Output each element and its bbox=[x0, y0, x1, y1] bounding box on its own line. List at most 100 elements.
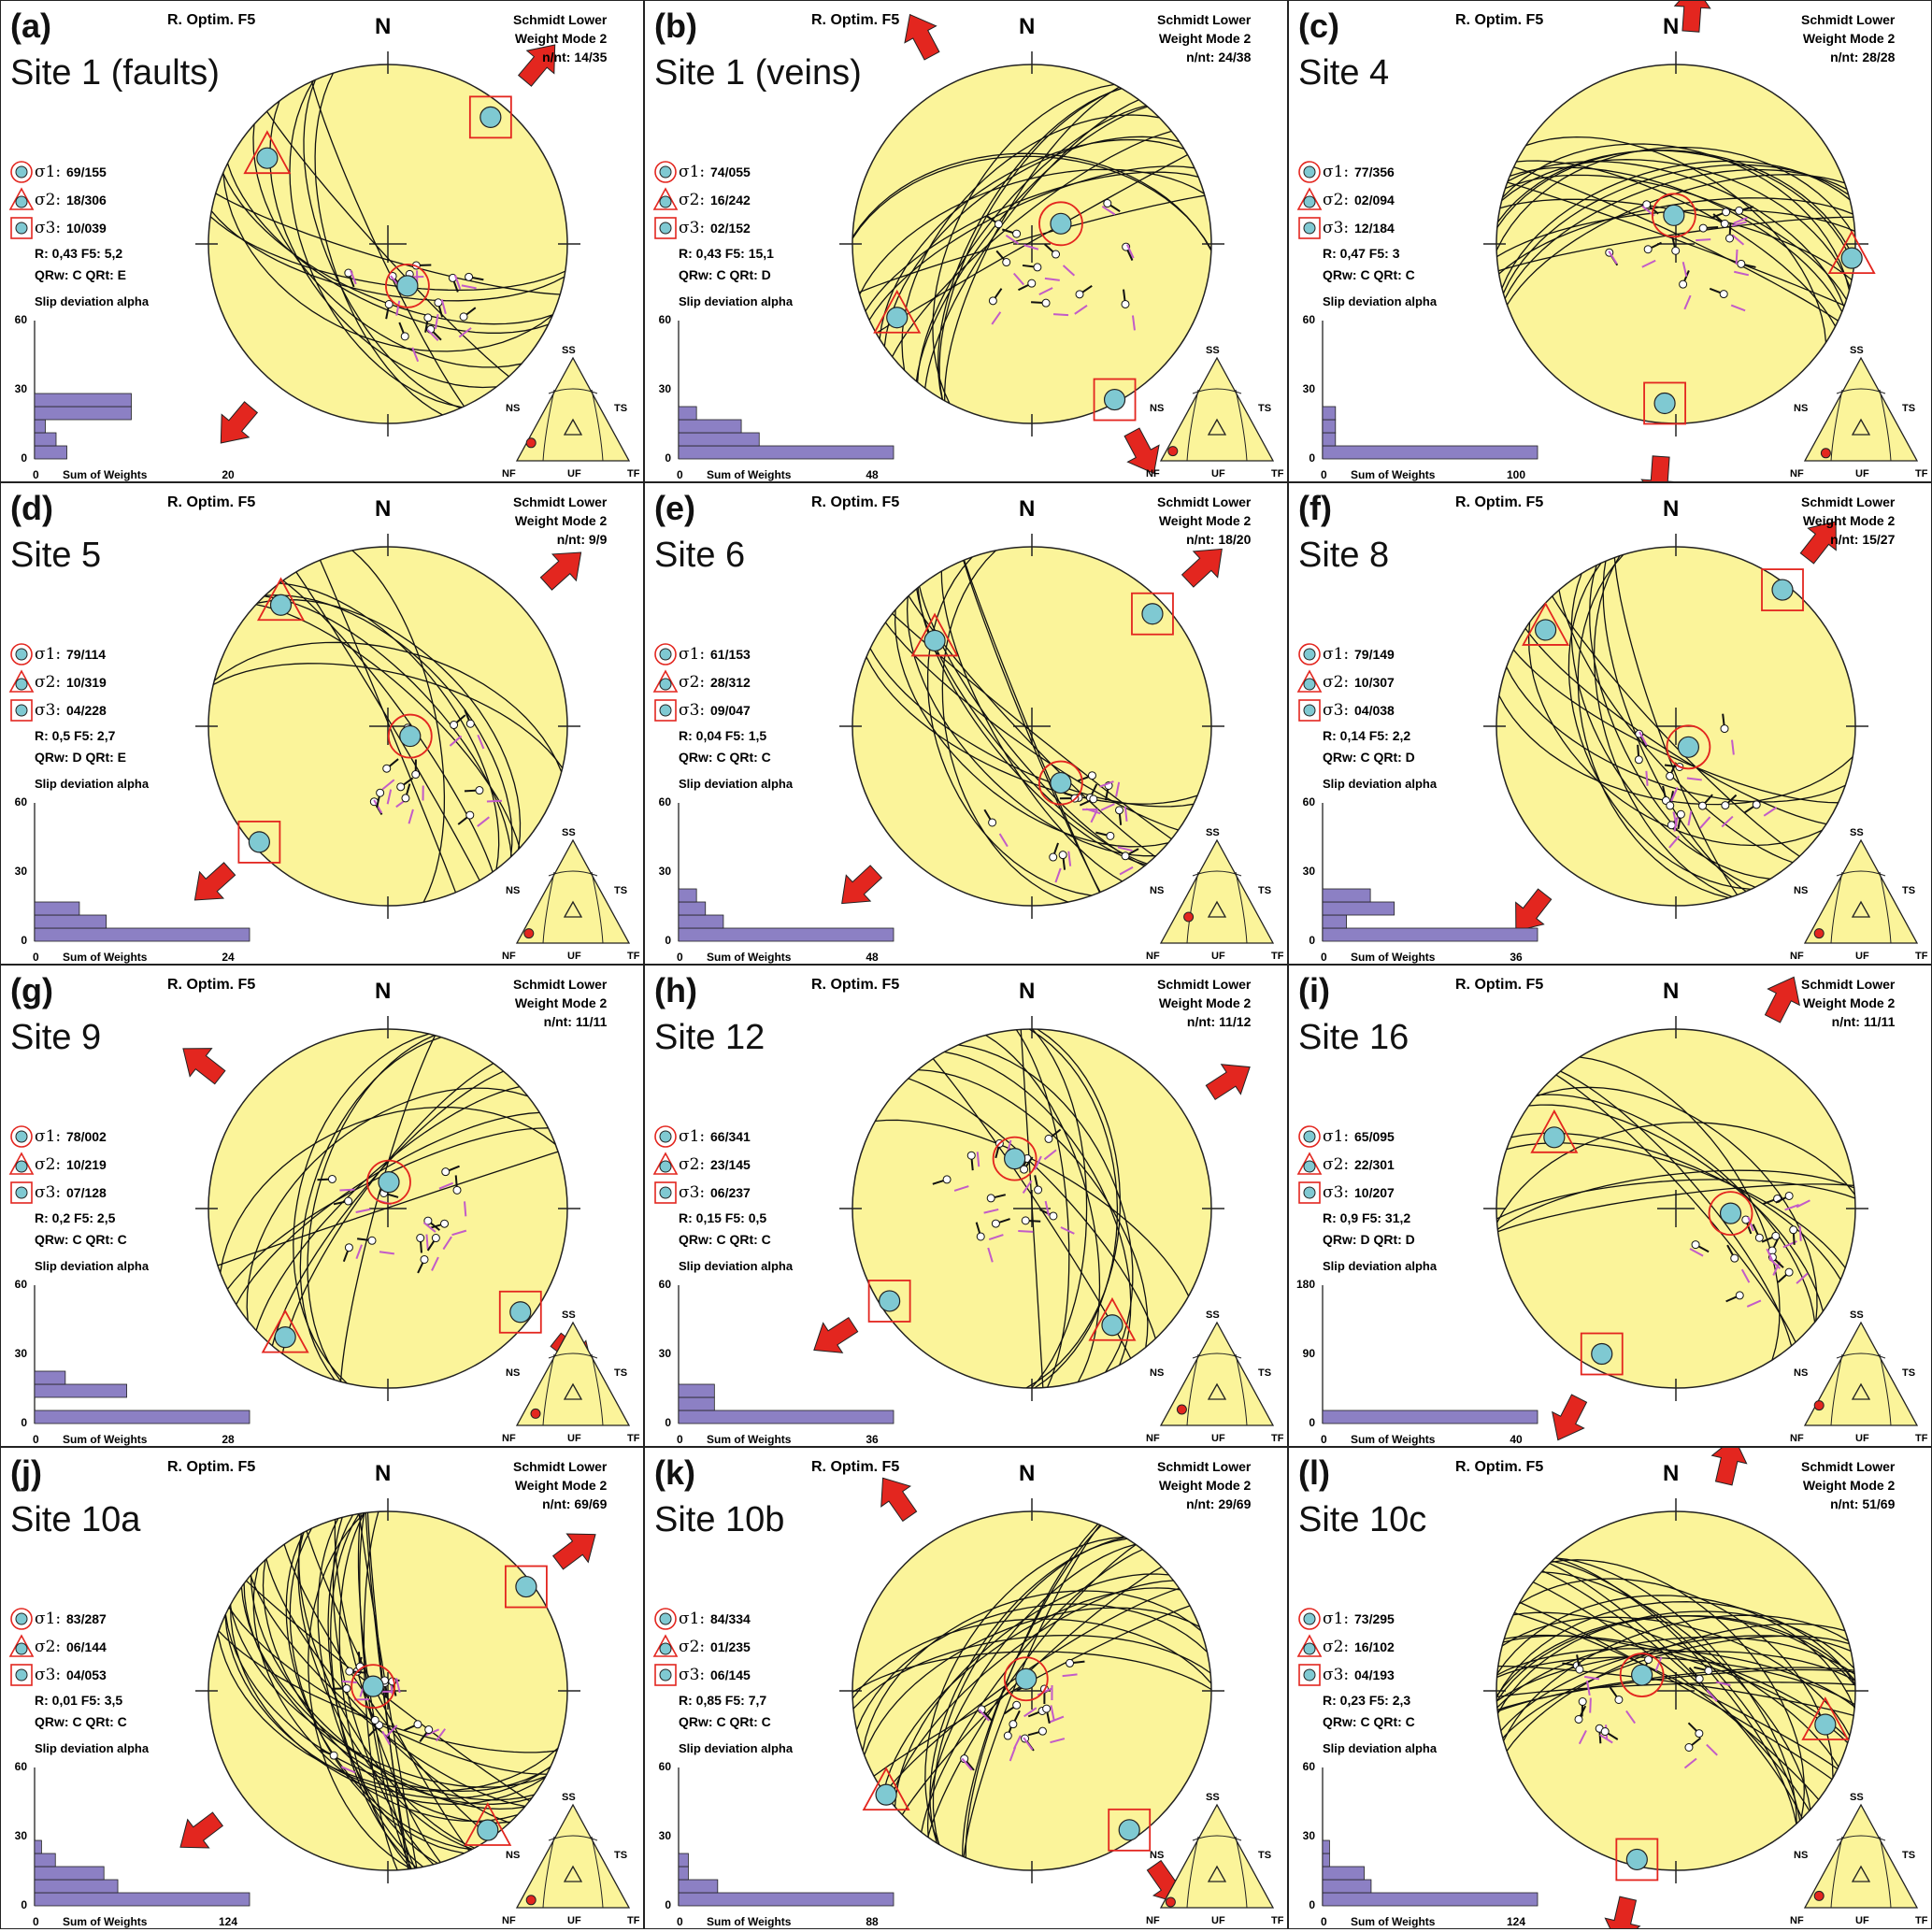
histogram-bar bbox=[678, 406, 697, 421]
slip-deviation-vector bbox=[1768, 1257, 1782, 1269]
fault-plane bbox=[924, 99, 1139, 389]
sigma1-pole bbox=[399, 724, 422, 748]
quality-ranks: QRw: C QRt: C bbox=[35, 1232, 127, 1247]
slip-deviation-vector bbox=[1731, 234, 1745, 246]
data-count: n/nt: 11/12 bbox=[1186, 1014, 1252, 1029]
slip-deviation-vector bbox=[350, 269, 357, 285]
triangle-label-ss: SS bbox=[1850, 827, 1864, 838]
slip-deviation-vector bbox=[1715, 1681, 1731, 1687]
fault-plane bbox=[1551, 1559, 1805, 1820]
quality-ranks: QRw: C QRt: D bbox=[679, 267, 771, 282]
sigma2-label: σ2: bbox=[679, 673, 706, 692]
fault-pole bbox=[1012, 1700, 1022, 1710]
sigma2-row: σ2: 16/102 bbox=[1298, 1633, 1395, 1661]
r-f5-values: R: 0,5 F5: 2,7 bbox=[35, 728, 116, 743]
sigma1-label: σ1: bbox=[1323, 1610, 1350, 1628]
legend-pole-dot bbox=[1303, 1186, 1316, 1199]
weight-mode: Weight Mode 2 bbox=[1158, 1478, 1252, 1493]
histogram-bar bbox=[1322, 927, 1538, 942]
slip-deviation-vector bbox=[978, 1709, 990, 1722]
ternary-triangle bbox=[1159, 1803, 1275, 1909]
histogram-x-label: Sum of Weights bbox=[707, 468, 792, 481]
fault-pole bbox=[1049, 1211, 1058, 1221]
slip-deviation-vector bbox=[1696, 238, 1711, 242]
fault-plane bbox=[1541, 1570, 1810, 1811]
sigma2-row: σ2: 22/301 bbox=[1298, 1151, 1395, 1179]
legend-symbols bbox=[652, 161, 679, 239]
fault-plane bbox=[876, 154, 1188, 334]
sigma1-value: 66/341 bbox=[710, 1129, 751, 1144]
fault-pole bbox=[1720, 219, 1729, 228]
sigma1-marker bbox=[387, 713, 433, 759]
ternary-diagram bbox=[1159, 356, 1275, 462]
histogram-bar bbox=[1322, 888, 1371, 903]
histogram-title: Slip deviation alpha bbox=[1323, 777, 1438, 791]
fault-plane bbox=[330, 1513, 418, 1868]
histogram-x-tick-max: 20 bbox=[222, 468, 235, 481]
legend-sigma3-marker bbox=[10, 699, 33, 722]
sigma3-label: σ3: bbox=[679, 701, 706, 720]
sigma1-row: σ1: 69/155 bbox=[10, 158, 107, 186]
fault-plane bbox=[1496, 1601, 1856, 1698]
fault-pole bbox=[411, 770, 421, 780]
fault-plane bbox=[1498, 216, 1853, 272]
fault-plane bbox=[1031, 1028, 1088, 1389]
histogram-x-label: Sum of Weights bbox=[707, 1915, 792, 1928]
sigma1-label: σ1: bbox=[35, 163, 62, 181]
fault-plane bbox=[884, 622, 1179, 831]
ternary-triangle bbox=[1159, 1321, 1275, 1426]
sigma2-marker bbox=[1530, 1109, 1579, 1153]
fault-plane bbox=[1020, 1029, 1044, 1388]
data-count: n/nt: 51/69 bbox=[1830, 1496, 1896, 1511]
histogram-y-tick-max: 60 bbox=[14, 313, 27, 326]
fault-pole bbox=[345, 1667, 354, 1676]
legend-symbols bbox=[8, 161, 35, 239]
fault-plane bbox=[1496, 146, 1856, 251]
histogram-y-tick-zero: 0 bbox=[21, 1898, 27, 1911]
principal-axes bbox=[1643, 193, 1876, 425]
fault-pole bbox=[1722, 208, 1731, 217]
sigma1-marker bbox=[385, 263, 430, 308]
sigma2-label: σ2: bbox=[679, 1638, 706, 1656]
sigma3-value: 04/193 bbox=[1354, 1667, 1395, 1682]
data-count: n/nt: 11/11 bbox=[543, 1014, 608, 1029]
fault-plane bbox=[1533, 1581, 1820, 1800]
fault-plane bbox=[317, 1518, 438, 1865]
sigma2-value: 23/145 bbox=[710, 1157, 751, 1172]
horizontal-stress-arrows bbox=[1640, 1, 1711, 481]
fault-plane bbox=[293, 1033, 430, 1384]
stress-arrow-b-shape bbox=[220, 401, 259, 444]
sigma2-value: 28/312 bbox=[710, 675, 751, 690]
histogram-bar bbox=[34, 1370, 66, 1385]
slip-markers bbox=[317, 1165, 467, 1274]
fault-plane bbox=[1567, 563, 1752, 891]
stress-arrow-a bbox=[1673, 1, 1711, 33]
triangle-label-ns: NS bbox=[1150, 885, 1165, 896]
fault-plane bbox=[1497, 1667, 1854, 1712]
r-f5-values: R: 0,9 F5: 31,2 bbox=[1323, 1210, 1411, 1225]
histogram-title: Slip deviation alpha bbox=[35, 777, 150, 791]
histogram-y-tick-zero: 0 bbox=[665, 1416, 671, 1429]
histogram-bar bbox=[1322, 1879, 1372, 1894]
r-f5-values: R: 0,14 F5: 2,2 bbox=[1323, 728, 1411, 743]
fault-pole bbox=[382, 764, 392, 773]
north-label: N bbox=[1019, 14, 1036, 39]
legend-sigma2-marker bbox=[652, 187, 679, 210]
site-label: Site 1 (faults) bbox=[10, 53, 220, 93]
fault-plane bbox=[250, 1575, 526, 1808]
triangle-label-ts: TS bbox=[1258, 1850, 1272, 1861]
fault-plane bbox=[220, 1106, 556, 1273]
method-label: R. Optim. F5 bbox=[811, 1459, 900, 1475]
fault-pole bbox=[1724, 234, 1734, 243]
fault-plane bbox=[1501, 160, 1851, 289]
principal-axes-legend: σ1: 77/356 σ2: 02/094 σ3: 12/184 bbox=[1298, 158, 1395, 242]
legend-sigma2-marker bbox=[652, 1152, 679, 1175]
principal-axes bbox=[873, 201, 1137, 422]
slip-deviation-vector bbox=[953, 1185, 969, 1192]
fault-pole bbox=[1027, 279, 1037, 288]
fault-plane bbox=[918, 1068, 1149, 1348]
panel-tag: (b) bbox=[654, 7, 697, 45]
stereonet bbox=[195, 1016, 580, 1401]
ternary-divider-right bbox=[1235, 871, 1248, 944]
fault-plane bbox=[1536, 1086, 1818, 1322]
